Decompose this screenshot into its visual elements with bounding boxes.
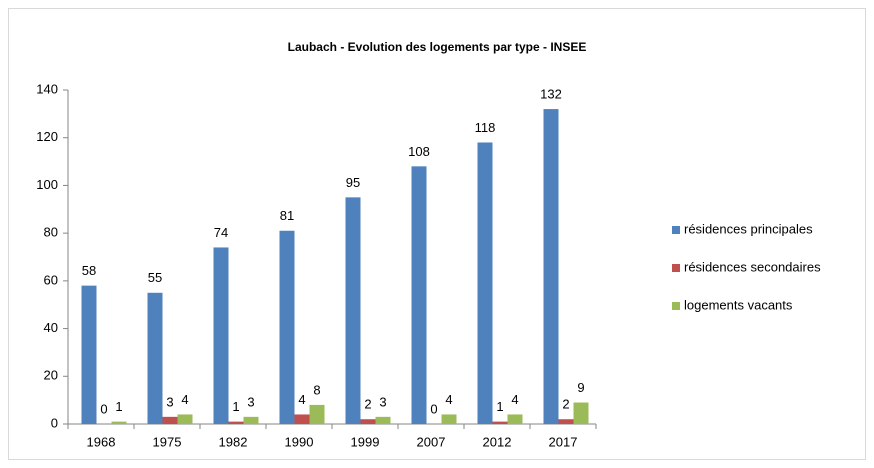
data-label: 108 <box>408 144 430 159</box>
bar <box>294 414 310 424</box>
bar <box>411 166 427 425</box>
data-label: 4 <box>511 392 518 407</box>
legend-label: résidences principales <box>684 221 813 236</box>
data-label: 4 <box>298 392 305 407</box>
data-label: 2 <box>364 397 371 412</box>
data-label: 1 <box>115 399 122 414</box>
chart-title: Laubach - Evolution des logements par ty… <box>288 40 587 54</box>
bar <box>477 142 493 424</box>
bar <box>279 230 295 424</box>
data-label: 0 <box>430 401 437 416</box>
legend-swatch <box>672 226 680 234</box>
data-label: 3 <box>379 394 386 409</box>
bar <box>147 292 163 424</box>
legend-swatch <box>672 302 680 310</box>
x-tick-label: 1999 <box>351 434 380 449</box>
x-tick-label: 2012 <box>483 434 512 449</box>
x-tick-label: 1975 <box>153 434 182 449</box>
x-tick-label: 1990 <box>285 434 314 449</box>
x-tick-label: 2007 <box>417 434 446 449</box>
bar <box>111 421 127 424</box>
bar <box>573 402 589 424</box>
y-tick-label: 140 <box>36 81 58 96</box>
y-tick-label: 80 <box>44 225 58 240</box>
data-label: 95 <box>346 175 360 190</box>
data-label: 1 <box>496 399 503 414</box>
data-label: 3 <box>166 394 173 409</box>
legend-label: résidences secondaires <box>684 259 821 274</box>
y-tick-label: 120 <box>36 129 58 144</box>
bar <box>543 109 559 424</box>
bar <box>345 197 361 424</box>
bar <box>309 404 325 424</box>
bar <box>441 414 457 424</box>
bar <box>228 421 244 424</box>
bar <box>243 416 259 424</box>
data-label: 55 <box>148 270 162 285</box>
data-label: 4 <box>445 392 452 407</box>
y-tick-label: 60 <box>44 272 58 287</box>
data-label: 9 <box>577 380 584 395</box>
y-tick-label: 100 <box>36 177 58 192</box>
data-label: 8 <box>313 382 320 397</box>
x-tick-label: 2017 <box>549 434 578 449</box>
y-tick-label: 40 <box>44 320 58 335</box>
data-label: 74 <box>214 225 228 240</box>
data-label: 132 <box>540 87 562 102</box>
bar <box>213 247 229 424</box>
data-label: 118 <box>475 120 496 135</box>
data-label: 81 <box>280 208 294 223</box>
y-tick-label: 20 <box>44 368 58 383</box>
data-label: 58 <box>82 263 96 278</box>
bar <box>81 285 97 424</box>
bar <box>492 421 508 424</box>
bar <box>558 419 574 424</box>
data-label: 0 <box>100 401 107 416</box>
bar <box>162 416 178 424</box>
legend-label: logements vacants <box>684 297 793 312</box>
y-tick-label: 0 <box>51 415 58 430</box>
legend-swatch <box>672 264 680 272</box>
bar <box>507 414 523 424</box>
x-tick-label: 1968 <box>87 434 116 449</box>
x-tick-label: 1982 <box>219 434 248 449</box>
bar <box>375 416 391 424</box>
data-label: 1 <box>232 399 239 414</box>
data-label: 2 <box>562 397 569 412</box>
data-label: 3 <box>247 394 254 409</box>
data-label: 4 <box>181 392 188 407</box>
bar <box>360 419 376 424</box>
bar <box>177 414 193 424</box>
